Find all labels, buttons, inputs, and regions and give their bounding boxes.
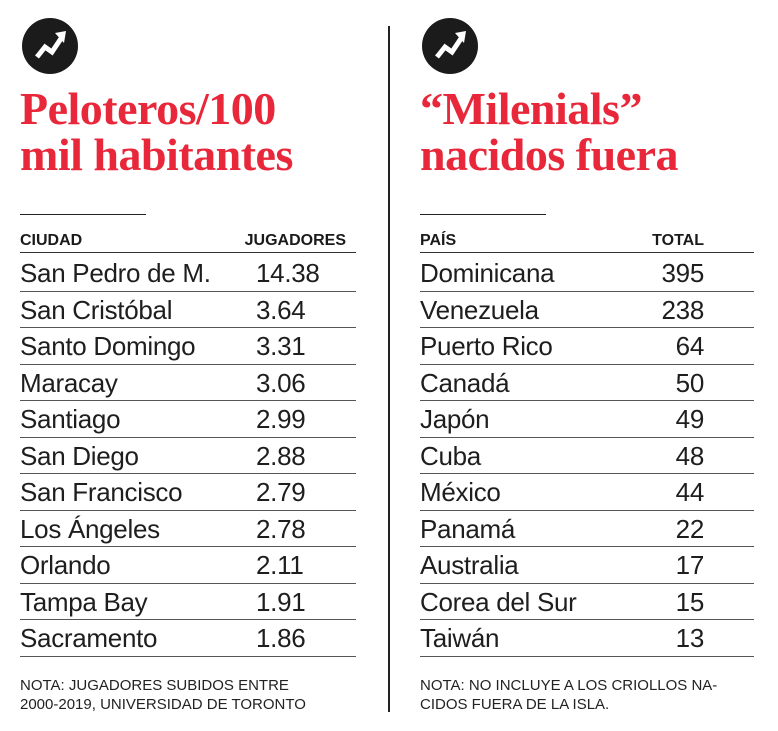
player-rate: 1.91 [256, 586, 306, 617]
right-table-header: PAÍS TOTAL [420, 230, 754, 253]
country-name: Corea del Sur [420, 586, 577, 617]
player-total: 15 [675, 586, 705, 617]
city-name: Sacramento [20, 623, 158, 653]
left-footnote-line2: 2000-2019, UNIVERSIDAD DE TORONTO [20, 696, 306, 713]
country-name: México [420, 477, 501, 507]
right-footnote-line2: CIDOS FUERA DE LA ISLA. [420, 696, 610, 713]
left-table-header: CIUDAD JUGADORES [20, 230, 356, 253]
city-name: Santiago [20, 404, 121, 434]
country-name: Puerto Rico [420, 331, 553, 361]
left-footnote-line1: NOTA: JUGADORES SUBIDOS ENTRE [20, 677, 289, 694]
column-divider [388, 26, 390, 712]
right-short-rule [420, 214, 546, 215]
country-name: Japón [420, 404, 490, 434]
table-row: Tampa Bay 1.91 [20, 584, 356, 620]
player-total: 64 [675, 331, 705, 361]
player-rate: 3.31 [256, 331, 306, 361]
city-name: San Cristóbal [20, 294, 173, 325]
player-total: 22 [675, 513, 705, 544]
table-row: México 44 [420, 474, 754, 511]
trend-arrow-icon [22, 18, 78, 74]
player-total: 238 [661, 294, 705, 325]
city-name: Santo Domingo [20, 331, 196, 361]
table-row: Maracay 3.06 [20, 365, 356, 401]
table-row: Taiwán 13 [420, 620, 754, 657]
player-total: 50 [675, 367, 705, 398]
left-title: Peloteros/100 mil habitantes [20, 86, 293, 178]
city-name: Los Ángeles [20, 513, 160, 544]
table-row: Australia 17 [420, 547, 754, 584]
country-name: Cuba [420, 440, 481, 471]
player-rate: 2.11 [256, 550, 304, 580]
left-footnote: NOTA: JUGADORES SUBIDOS ENTRE 2000-2019,… [20, 676, 350, 714]
city-name: Maracay [20, 367, 118, 398]
table-row: Venezuela 238 [420, 292, 754, 328]
right-table-body: Dominicana 395 Venezuela 238 Puerto Rico 64… [420, 255, 754, 657]
header-ciudad: CIUDAD [20, 232, 83, 249]
table-row: Santiago 2.99 [20, 401, 356, 438]
player-total: 395 [661, 258, 705, 288]
header-total: TOTAL [652, 232, 704, 249]
header-pais: PAÍS [420, 232, 457, 249]
left-short-rule [20, 214, 146, 215]
table-row: Japón 49 [420, 401, 754, 438]
right-title-line2: nacidos fuera [420, 129, 679, 180]
player-rate: 1.86 [256, 623, 306, 653]
player-total: 17 [675, 550, 705, 580]
right-title: “Milenials” nacidos fuera [420, 83, 679, 180]
player-rate: 3.06 [256, 367, 306, 398]
player-total: 44 [675, 477, 705, 507]
city-name: San Diego [20, 440, 139, 471]
player-rate: 2.88 [256, 440, 306, 471]
table-row: Santo Domingo 3.31 [20, 328, 356, 365]
player-total: 13 [675, 623, 705, 653]
table-row: Corea del Sur 15 [420, 584, 754, 620]
player-rate: 2.99 [256, 404, 306, 434]
player-rate: 3.64 [256, 294, 306, 325]
left-title-line1: Peloteros/100 [20, 83, 276, 134]
table-row: San Diego 2.88 [20, 438, 356, 474]
country-name: Dominicana [420, 258, 555, 288]
table-row: Dominicana 395 [420, 255, 754, 292]
country-name: Australia [420, 550, 519, 580]
table-row: Canadá 50 [420, 365, 754, 401]
table-row: Panamá 22 [420, 511, 754, 547]
country-name: Panamá [420, 513, 516, 544]
player-rate: 2.79 [256, 477, 306, 507]
right-title-line1: “Milenials” [420, 83, 642, 134]
country-name: Canadá [420, 367, 510, 398]
country-name: Venezuela [420, 294, 539, 325]
player-rate: 14.38 [256, 258, 320, 288]
table-row: San Francisco 2.79 [20, 474, 356, 511]
table-row: Los Ángeles 2.78 [20, 511, 356, 547]
right-footnote: NOTA: NO INCLUYE A LOS CRIOLLOS NA- CIDO… [420, 676, 750, 714]
city-name: Orlando [20, 550, 111, 580]
table-row: Sacramento 1.86 [20, 620, 356, 657]
table-row: San Pedro de M. 14.38 [20, 255, 356, 292]
table-row: Orlando 2.11 [20, 547, 356, 584]
header-jugadores: JUGADORES [244, 232, 346, 249]
left-table-body: San Pedro de M. 14.38 San Cristóbal 3.64 S… [20, 255, 356, 657]
left-title-line2: mil habitantes [20, 129, 293, 180]
city-name: San Pedro de M. [20, 258, 211, 288]
player-rate: 2.78 [256, 513, 306, 544]
city-name: San Francisco [20, 477, 183, 507]
table-row: Cuba 48 [420, 438, 754, 474]
table-row: San Cristóbal 3.64 [20, 292, 356, 328]
player-total: 48 [675, 440, 705, 471]
right-footnote-line1: NOTA: NO INCLUYE A LOS CRIOLLOS NA- [420, 677, 718, 694]
city-name: Tampa Bay [20, 586, 148, 617]
table-row: Puerto Rico 64 [420, 328, 754, 365]
country-name: Taiwán [420, 623, 500, 653]
trend-arrow-icon [422, 18, 478, 74]
player-total: 49 [675, 404, 705, 434]
